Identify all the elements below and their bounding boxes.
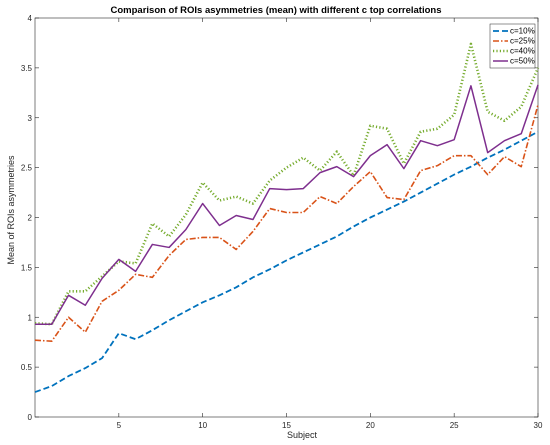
series-line-c=50% [35, 84, 539, 325]
series-line-c=10% [34, 130, 539, 393]
x-tick-label: 25 [450, 421, 459, 430]
chart-title: Comparison of ROIs asymmetries (mean) wi… [111, 5, 442, 16]
x-tick-label: 10 [198, 421, 207, 430]
y-tick-label: 0.5 [21, 363, 33, 372]
y-tick-label: 1.5 [21, 263, 33, 272]
y-tick-label: 1 [28, 313, 33, 322]
x-tick-label: 30 [534, 421, 543, 430]
legend-label: c=25% [510, 37, 535, 46]
x-tick-label: 15 [282, 421, 291, 430]
y-tick-label: 3 [28, 114, 33, 123]
x-axis-label: Subject [287, 430, 318, 440]
series-lines [34, 42, 540, 393]
y-tick-label: 2 [28, 214, 33, 223]
y-tick-label: 2.5 [21, 164, 33, 173]
x-tick-label: 5 [117, 421, 122, 430]
y-tick-label: 3.5 [21, 64, 33, 73]
y-axis-label: Mean of ROIs asymmetries [6, 155, 16, 265]
plot-area [34, 17, 539, 418]
y-tick-label: 0 [28, 413, 33, 422]
x-tick-label: 20 [366, 421, 375, 430]
series-line-c=25% [34, 104, 539, 342]
y-tick-label: 4 [28, 14, 33, 23]
legend-label: c=50% [510, 57, 535, 66]
axis-ticks: 5 10 15 20 25 30 0 0.5 1 1.5 2 2.5 3 3.5 4 [21, 14, 543, 430]
legend-label: c=40% [510, 47, 535, 56]
legend: c=10%c=25%c=40%c=50% [489, 23, 536, 69]
legend-label: c=10% [510, 27, 535, 36]
